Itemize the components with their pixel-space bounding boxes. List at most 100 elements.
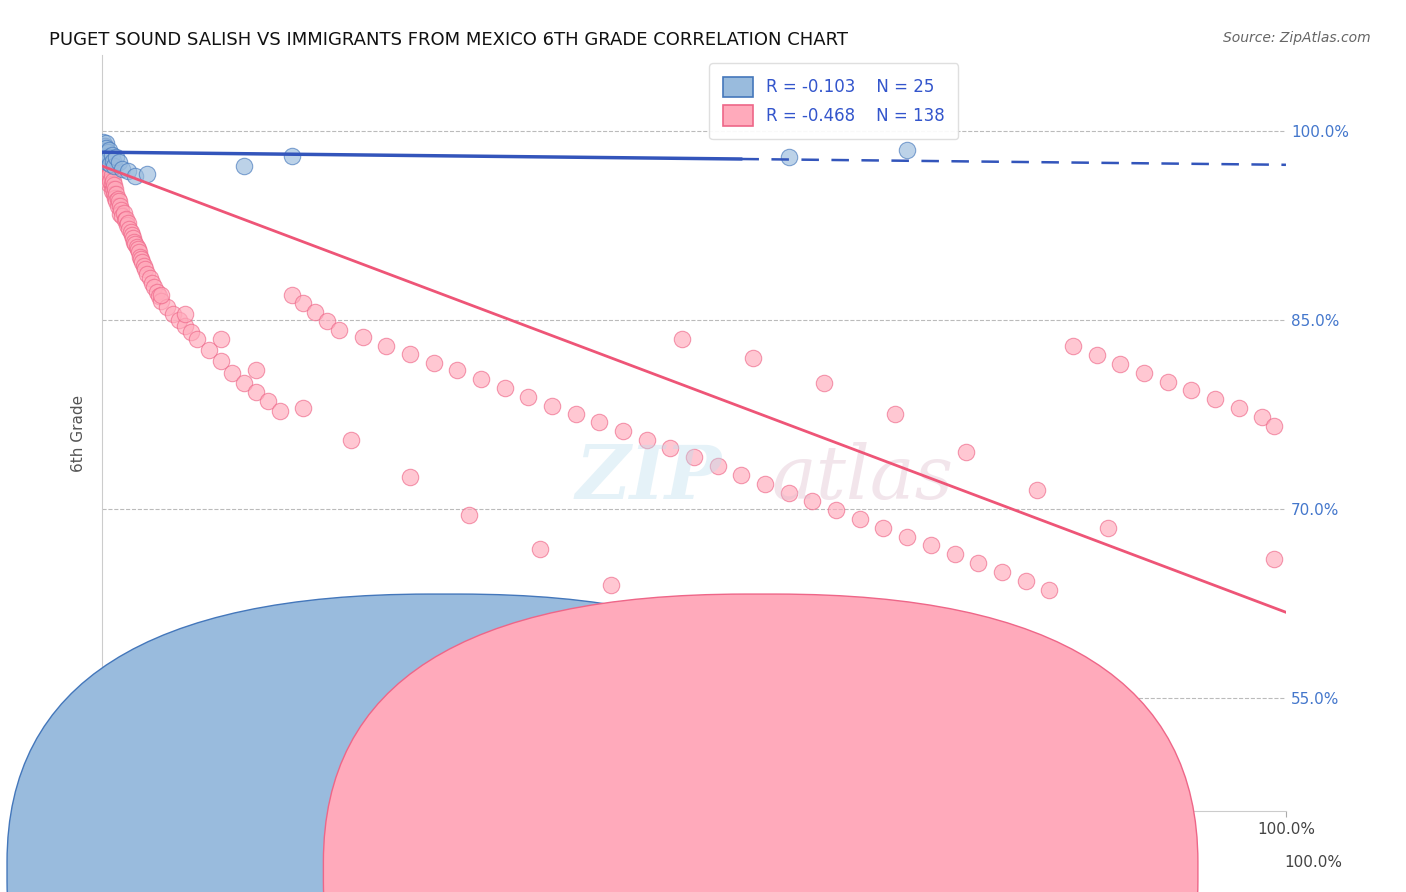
- Point: [136, 167, 159, 181]
- Point: [801, 494, 824, 508]
- Point: [101, 154, 124, 169]
- Point: [122, 235, 145, 249]
- Text: PUGET SOUND SALISH VS IMMIGRANTS FROM MEXICO 6TH GRADE CORRELATION CHART: PUGET SOUND SALISH VS IMMIGRANTS FROM ME…: [49, 31, 848, 49]
- Point: [280, 287, 302, 301]
- Point: [529, 542, 551, 557]
- Point: [180, 326, 202, 340]
- Point: [825, 503, 848, 517]
- Point: [124, 237, 146, 252]
- Point: [117, 164, 139, 178]
- Point: [98, 143, 121, 157]
- Point: [94, 136, 117, 151]
- Point: [564, 408, 586, 422]
- Point: [399, 470, 422, 484]
- Point: [517, 390, 540, 404]
- Point: [896, 143, 918, 157]
- Point: [104, 190, 127, 204]
- Point: [107, 199, 129, 213]
- Point: [112, 205, 135, 219]
- Point: [128, 244, 150, 259]
- Point: [107, 155, 129, 169]
- Text: Source: ZipAtlas.com: Source: ZipAtlas.com: [1223, 31, 1371, 45]
- Point: [101, 174, 124, 188]
- Point: [93, 139, 115, 153]
- Point: [93, 146, 115, 161]
- Point: [105, 186, 128, 201]
- Point: [1180, 384, 1202, 398]
- Text: Puget Sound Salish: Puget Sound Salish: [475, 864, 623, 879]
- Point: [156, 300, 179, 314]
- Point: [97, 152, 120, 166]
- Point: [150, 287, 173, 301]
- Point: [269, 403, 291, 417]
- Point: [1251, 409, 1274, 424]
- Point: [94, 150, 117, 164]
- Point: [742, 351, 765, 365]
- Point: [683, 450, 706, 465]
- Point: [107, 192, 129, 206]
- Point: [671, 332, 693, 346]
- Point: [94, 159, 117, 173]
- Point: [98, 177, 121, 191]
- Point: [1109, 357, 1132, 371]
- Point: [94, 167, 117, 181]
- Point: [197, 343, 219, 357]
- Point: [103, 159, 125, 173]
- Point: [132, 259, 155, 273]
- Point: [1062, 339, 1084, 353]
- Point: [304, 305, 326, 319]
- Point: [131, 255, 153, 269]
- Point: [93, 143, 115, 157]
- Point: [494, 381, 516, 395]
- Point: [245, 363, 267, 377]
- Point: [145, 285, 167, 299]
- Point: [114, 213, 136, 227]
- Point: [103, 178, 125, 192]
- Point: [167, 313, 190, 327]
- Point: [98, 159, 121, 173]
- Point: [115, 219, 138, 233]
- Legend: R = -0.103    N = 25, R = -0.468    N = 138: R = -0.103 N = 25, R = -0.468 N = 138: [709, 63, 957, 139]
- Point: [107, 194, 129, 209]
- Point: [1263, 552, 1285, 566]
- Point: [872, 521, 894, 535]
- Point: [93, 135, 115, 149]
- Point: [110, 203, 132, 218]
- Point: [896, 530, 918, 544]
- Point: [1085, 348, 1108, 362]
- Point: [292, 296, 315, 310]
- Point: [328, 323, 350, 337]
- Point: [101, 182, 124, 196]
- Point: [96, 155, 118, 169]
- Point: [233, 376, 256, 390]
- Point: [148, 289, 170, 303]
- Point: [1014, 574, 1036, 588]
- Point: [93, 144, 115, 158]
- Point: [94, 141, 117, 155]
- Point: [209, 332, 232, 346]
- Point: [920, 539, 942, 553]
- Point: [100, 174, 122, 188]
- Point: [100, 184, 122, 198]
- Point: [706, 458, 728, 473]
- Point: [162, 307, 184, 321]
- Point: [93, 139, 115, 153]
- Point: [588, 415, 610, 429]
- Point: [103, 186, 125, 201]
- Point: [1026, 483, 1049, 497]
- Point: [292, 401, 315, 415]
- Point: [129, 250, 152, 264]
- Point: [118, 222, 141, 236]
- Point: [186, 332, 208, 346]
- Point: [340, 433, 363, 447]
- Point: [117, 216, 139, 230]
- Text: 100.0%: 100.0%: [1285, 855, 1343, 870]
- Point: [375, 339, 398, 353]
- Point: [352, 330, 374, 344]
- Point: [129, 252, 152, 267]
- Point: [967, 556, 990, 570]
- Point: [108, 207, 131, 221]
- Point: [174, 319, 197, 334]
- Point: [754, 476, 776, 491]
- Point: [422, 356, 444, 370]
